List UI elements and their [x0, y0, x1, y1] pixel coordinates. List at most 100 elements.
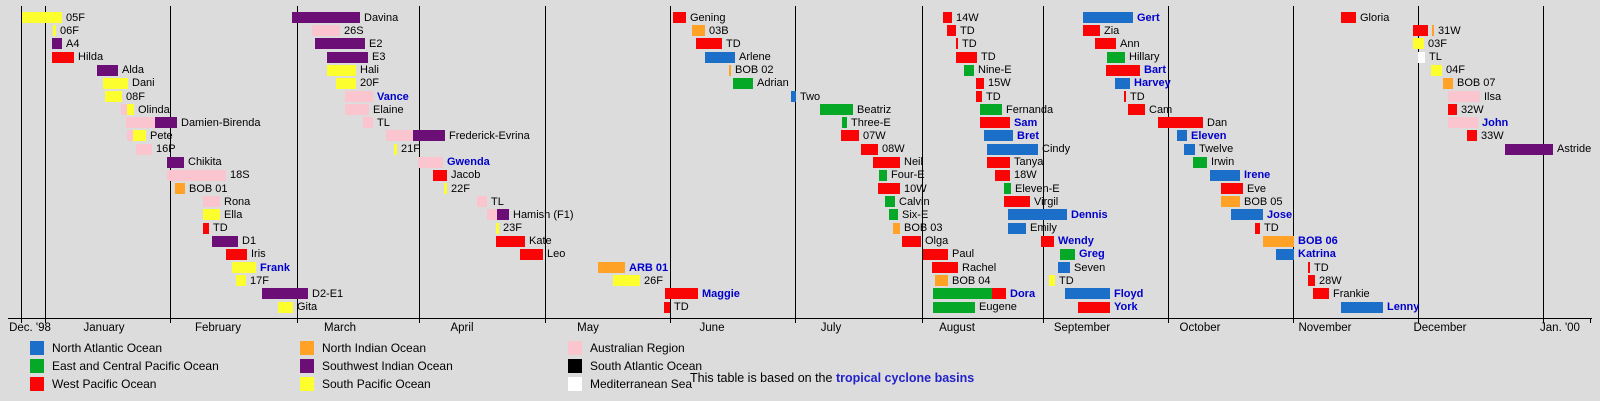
storm-bar — [692, 25, 705, 37]
storm-label[interactable]: Lenny — [1387, 301, 1420, 313]
storm-label: Frankie — [1333, 287, 1370, 300]
white-basin-swatch — [568, 377, 582, 391]
storm-label: TD — [960, 24, 975, 37]
storm-label[interactable]: John — [1482, 116, 1509, 129]
storm-label: Gita — [297, 301, 318, 313]
month-gridline — [795, 6, 796, 318]
storm-label: Olinda — [138, 103, 170, 116]
storm-label[interactable]: Gert — [1137, 11, 1160, 24]
storm-label[interactable]: Bret — [1017, 129, 1040, 142]
month-gridline — [1293, 6, 1294, 318]
storm-bar — [1432, 25, 1434, 37]
month-label: Dec. '98 — [9, 322, 51, 334]
storm-label: 10W — [904, 182, 927, 195]
storm-bar — [696, 38, 722, 50]
storm-label[interactable]: Katrina — [1298, 248, 1336, 261]
storm-label[interactable]: Frank — [260, 261, 290, 274]
storm-label: Kate — [529, 235, 552, 248]
storm-label[interactable]: Irene — [1244, 169, 1271, 182]
storm-bar — [1448, 91, 1480, 102]
storm-bar — [386, 130, 413, 142]
basins-link[interactable]: tropical cyclone basins — [835, 371, 975, 385]
storm-label[interactable]: Harvey — [1134, 77, 1171, 90]
legend-label: South Pacific Ocean — [322, 377, 431, 391]
black-basin-swatch — [568, 359, 582, 373]
storm-label[interactable]: Jose — [1267, 208, 1293, 221]
storm-bar — [1418, 51, 1425, 63]
storm-label: TD — [213, 222, 228, 235]
storm-label[interactable]: Vance — [377, 90, 409, 103]
storm-label[interactable]: Maggie — [702, 287, 740, 300]
storm-bar — [1083, 12, 1133, 23]
storm-label: Arlene — [739, 51, 771, 63]
storm-label[interactable]: Bart — [1144, 64, 1167, 77]
storm-label: 32W — [1461, 103, 1484, 116]
storm-bar — [943, 12, 952, 23]
storm-label[interactable]: Dennis — [1071, 208, 1108, 221]
storm-bar — [947, 25, 956, 37]
month-label: Jan. '00 — [1540, 322, 1580, 334]
storm-bar — [497, 209, 509, 221]
storm-bar — [1308, 275, 1315, 287]
storm-label: Tanya — [1014, 156, 1044, 169]
storm-bar — [1448, 104, 1457, 116]
storm-bar — [127, 104, 134, 116]
storm-bar — [1413, 25, 1428, 37]
month-gridline — [21, 6, 22, 318]
storm-bar — [312, 25, 340, 37]
legend-label: North Atlantic Ocean — [52, 341, 163, 355]
storm-label: Paul — [952, 248, 975, 261]
storm-label: Adrian — [757, 77, 789, 90]
month-label: February — [194, 322, 242, 334]
storm-bar — [1058, 262, 1070, 273]
storm-bar — [444, 183, 447, 195]
axis-tick — [1590, 318, 1591, 323]
storm-label: Three-E — [851, 116, 891, 129]
storm-bar — [394, 143, 397, 155]
storm-bar — [980, 104, 1002, 116]
storm-bar — [923, 248, 948, 260]
storm-label: BOB 07 — [1457, 77, 1496, 90]
storm-bar — [984, 130, 1013, 142]
storm-label[interactable]: Eleven — [1191, 129, 1227, 142]
storm-bar — [97, 64, 118, 76]
storm-bar — [1467, 130, 1477, 142]
axis-tick — [795, 318, 796, 323]
storm-label[interactable]: Sam — [1014, 116, 1038, 129]
storm-label[interactable]: Dora — [1010, 287, 1036, 300]
storm-label[interactable]: Greg — [1079, 248, 1105, 261]
storm-bar — [956, 51, 977, 63]
storm-label[interactable]: ARB 01 — [629, 261, 669, 274]
storm-label[interactable]: Floyd — [1114, 287, 1144, 300]
axis-tick — [1168, 318, 1169, 323]
storm-label: Rona — [224, 195, 251, 208]
storm-bar — [987, 143, 1038, 155]
storm-bar — [1158, 117, 1203, 129]
storm-label[interactable]: Gwenda — [447, 156, 490, 169]
storm-label[interactable]: BOB 06 — [1298, 235, 1338, 248]
storm-label: 04F — [1446, 64, 1465, 77]
storm-bar — [987, 156, 1010, 168]
storm-bar — [413, 130, 445, 142]
storm-label: Olga — [925, 235, 949, 248]
storm-bar — [1341, 301, 1383, 313]
storm-label[interactable]: York — [1114, 301, 1138, 313]
month-label: December — [1413, 322, 1467, 334]
storm-label[interactable]: Wendy — [1058, 235, 1094, 248]
storm-bar — [791, 91, 796, 102]
legend-label: Mediterranean Sea — [590, 377, 693, 391]
axis-tick — [419, 318, 420, 323]
month-label: November — [1298, 322, 1352, 334]
storm-label: Davina — [364, 11, 399, 24]
storm-label: 21F — [401, 143, 420, 156]
storm-label: Calvin — [899, 195, 930, 208]
storm-bar — [992, 288, 1006, 300]
storm-bar — [1008, 222, 1026, 234]
storm-bar — [964, 64, 974, 76]
storm-label: 08F — [126, 90, 145, 103]
storm-label: Alda — [122, 64, 145, 77]
month-gridline — [1543, 6, 1544, 318]
storm-bar — [212, 235, 238, 247]
storm-label: 22F — [451, 182, 470, 195]
